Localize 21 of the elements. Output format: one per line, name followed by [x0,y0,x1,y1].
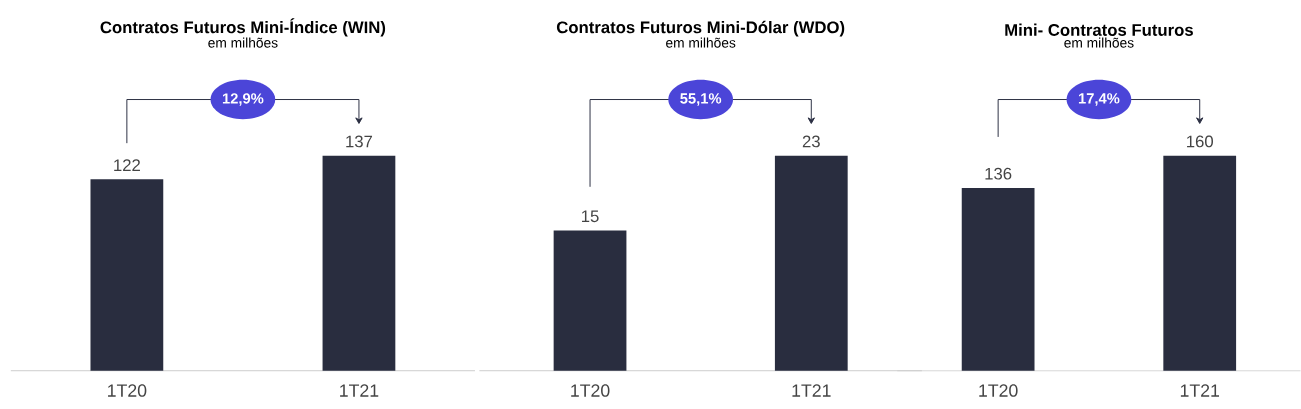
x-tick-label: 1T20 [571,384,610,397]
chart-subtitle: em milhões [208,37,278,48]
data-label: 23 [802,135,820,148]
chart-title: Mini- Contratos Futuros [1005,23,1193,36]
data-label: 15 [582,210,599,223]
text: 55,1% [680,93,722,106]
x-tick-label: 1T21 [792,384,831,397]
chart-subtitle: em milhões [1064,37,1134,48]
chart-subtitle: em milhões [666,37,736,48]
data-label: 122 [114,159,140,171]
chart-title: Contratos Futuros Mini-Índice (WIN) [100,18,386,37]
x-tick-label: 1T20 [108,384,147,397]
data-label: 136 [985,167,1012,180]
data-label: 160 [1187,135,1214,148]
x-tick-label: 1T20 [979,384,1018,397]
x-tick-label: 1T21 [340,384,379,397]
text: 17,4% [1078,93,1120,106]
text: 12,9% [222,93,264,106]
x-tick-label: 1T21 [1180,384,1220,397]
data-label: 137 [346,135,373,148]
chart-title: Contratos Futuros Mini-Dólar (WDO) [556,20,845,37]
